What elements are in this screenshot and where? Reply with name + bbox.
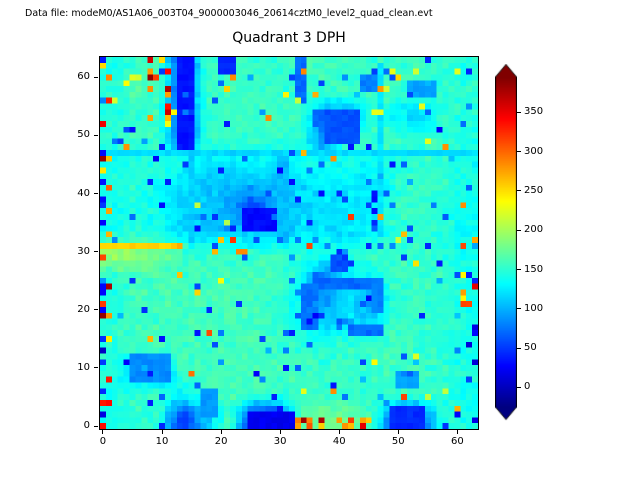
y-tick-label: 40	[77, 187, 90, 199]
x-tick-mark	[338, 430, 340, 434]
colorbar-tick-label: 0	[524, 381, 531, 393]
y-tick-mark	[94, 309, 98, 311]
colorbar-tick-mark	[517, 151, 521, 153]
x-tick-label: 40	[332, 436, 346, 447]
colorbar-tick-label: 150	[524, 263, 544, 275]
colorbar-tick-label: 200	[524, 224, 544, 236]
colorbar-tick-mark	[517, 269, 521, 270]
x-tick-label: 10	[155, 436, 169, 447]
datafile-label: Data file: modeM0/AS1A06_003T04_90000030…	[25, 8, 433, 19]
x-tick-label: 60	[450, 436, 464, 447]
y-tick-mark	[94, 251, 98, 253]
x-tick-mark	[161, 430, 163, 434]
x-tick-label: 50	[391, 436, 405, 447]
colorbar-tick-mark	[517, 347, 521, 349]
x-tick-mark	[220, 430, 222, 434]
chart-title: Quadrant 3 DPH	[232, 30, 346, 46]
x-tick-mark	[102, 430, 104, 434]
x-tick-label: 30	[273, 436, 287, 447]
y-tick-label: 50	[77, 129, 90, 141]
colorbar-tick-mark	[517, 229, 521, 231]
y-tick-label: 30	[77, 245, 90, 257]
colorbar-tick-label: 50	[524, 342, 537, 354]
heatmap-canvas	[100, 57, 478, 429]
colorbar-tick-label: 350	[524, 106, 544, 118]
colorbar-tick-mark	[517, 386, 521, 388]
colorbar-tick-mark	[517, 111, 521, 113]
y-tick-mark	[94, 76, 98, 78]
y-tick-mark	[94, 425, 98, 427]
y-tick-label: 0	[83, 420, 90, 432]
colorbar-tick-mark	[517, 308, 521, 310]
y-tick-label: 60	[77, 71, 90, 83]
x-tick-mark	[279, 430, 281, 434]
colorbar-tick-label: 300	[524, 145, 544, 157]
colorbar-tick-label: 250	[524, 184, 544, 196]
y-tick-mark	[94, 367, 98, 369]
x-tick-mark	[456, 430, 458, 434]
colorbar-tick-label: 100	[524, 302, 544, 314]
x-tick-label: 20	[214, 436, 228, 447]
y-tick-label: 10	[77, 361, 90, 373]
colorbar-tick-mark	[517, 190, 521, 192]
colorbar	[495, 64, 517, 421]
y-tick-mark	[94, 134, 98, 136]
plot-area	[99, 56, 479, 430]
x-tick-mark	[397, 430, 399, 434]
y-tick-label: 20	[77, 303, 90, 315]
x-tick-label: 0	[99, 436, 107, 447]
y-tick-mark	[94, 193, 98, 195]
